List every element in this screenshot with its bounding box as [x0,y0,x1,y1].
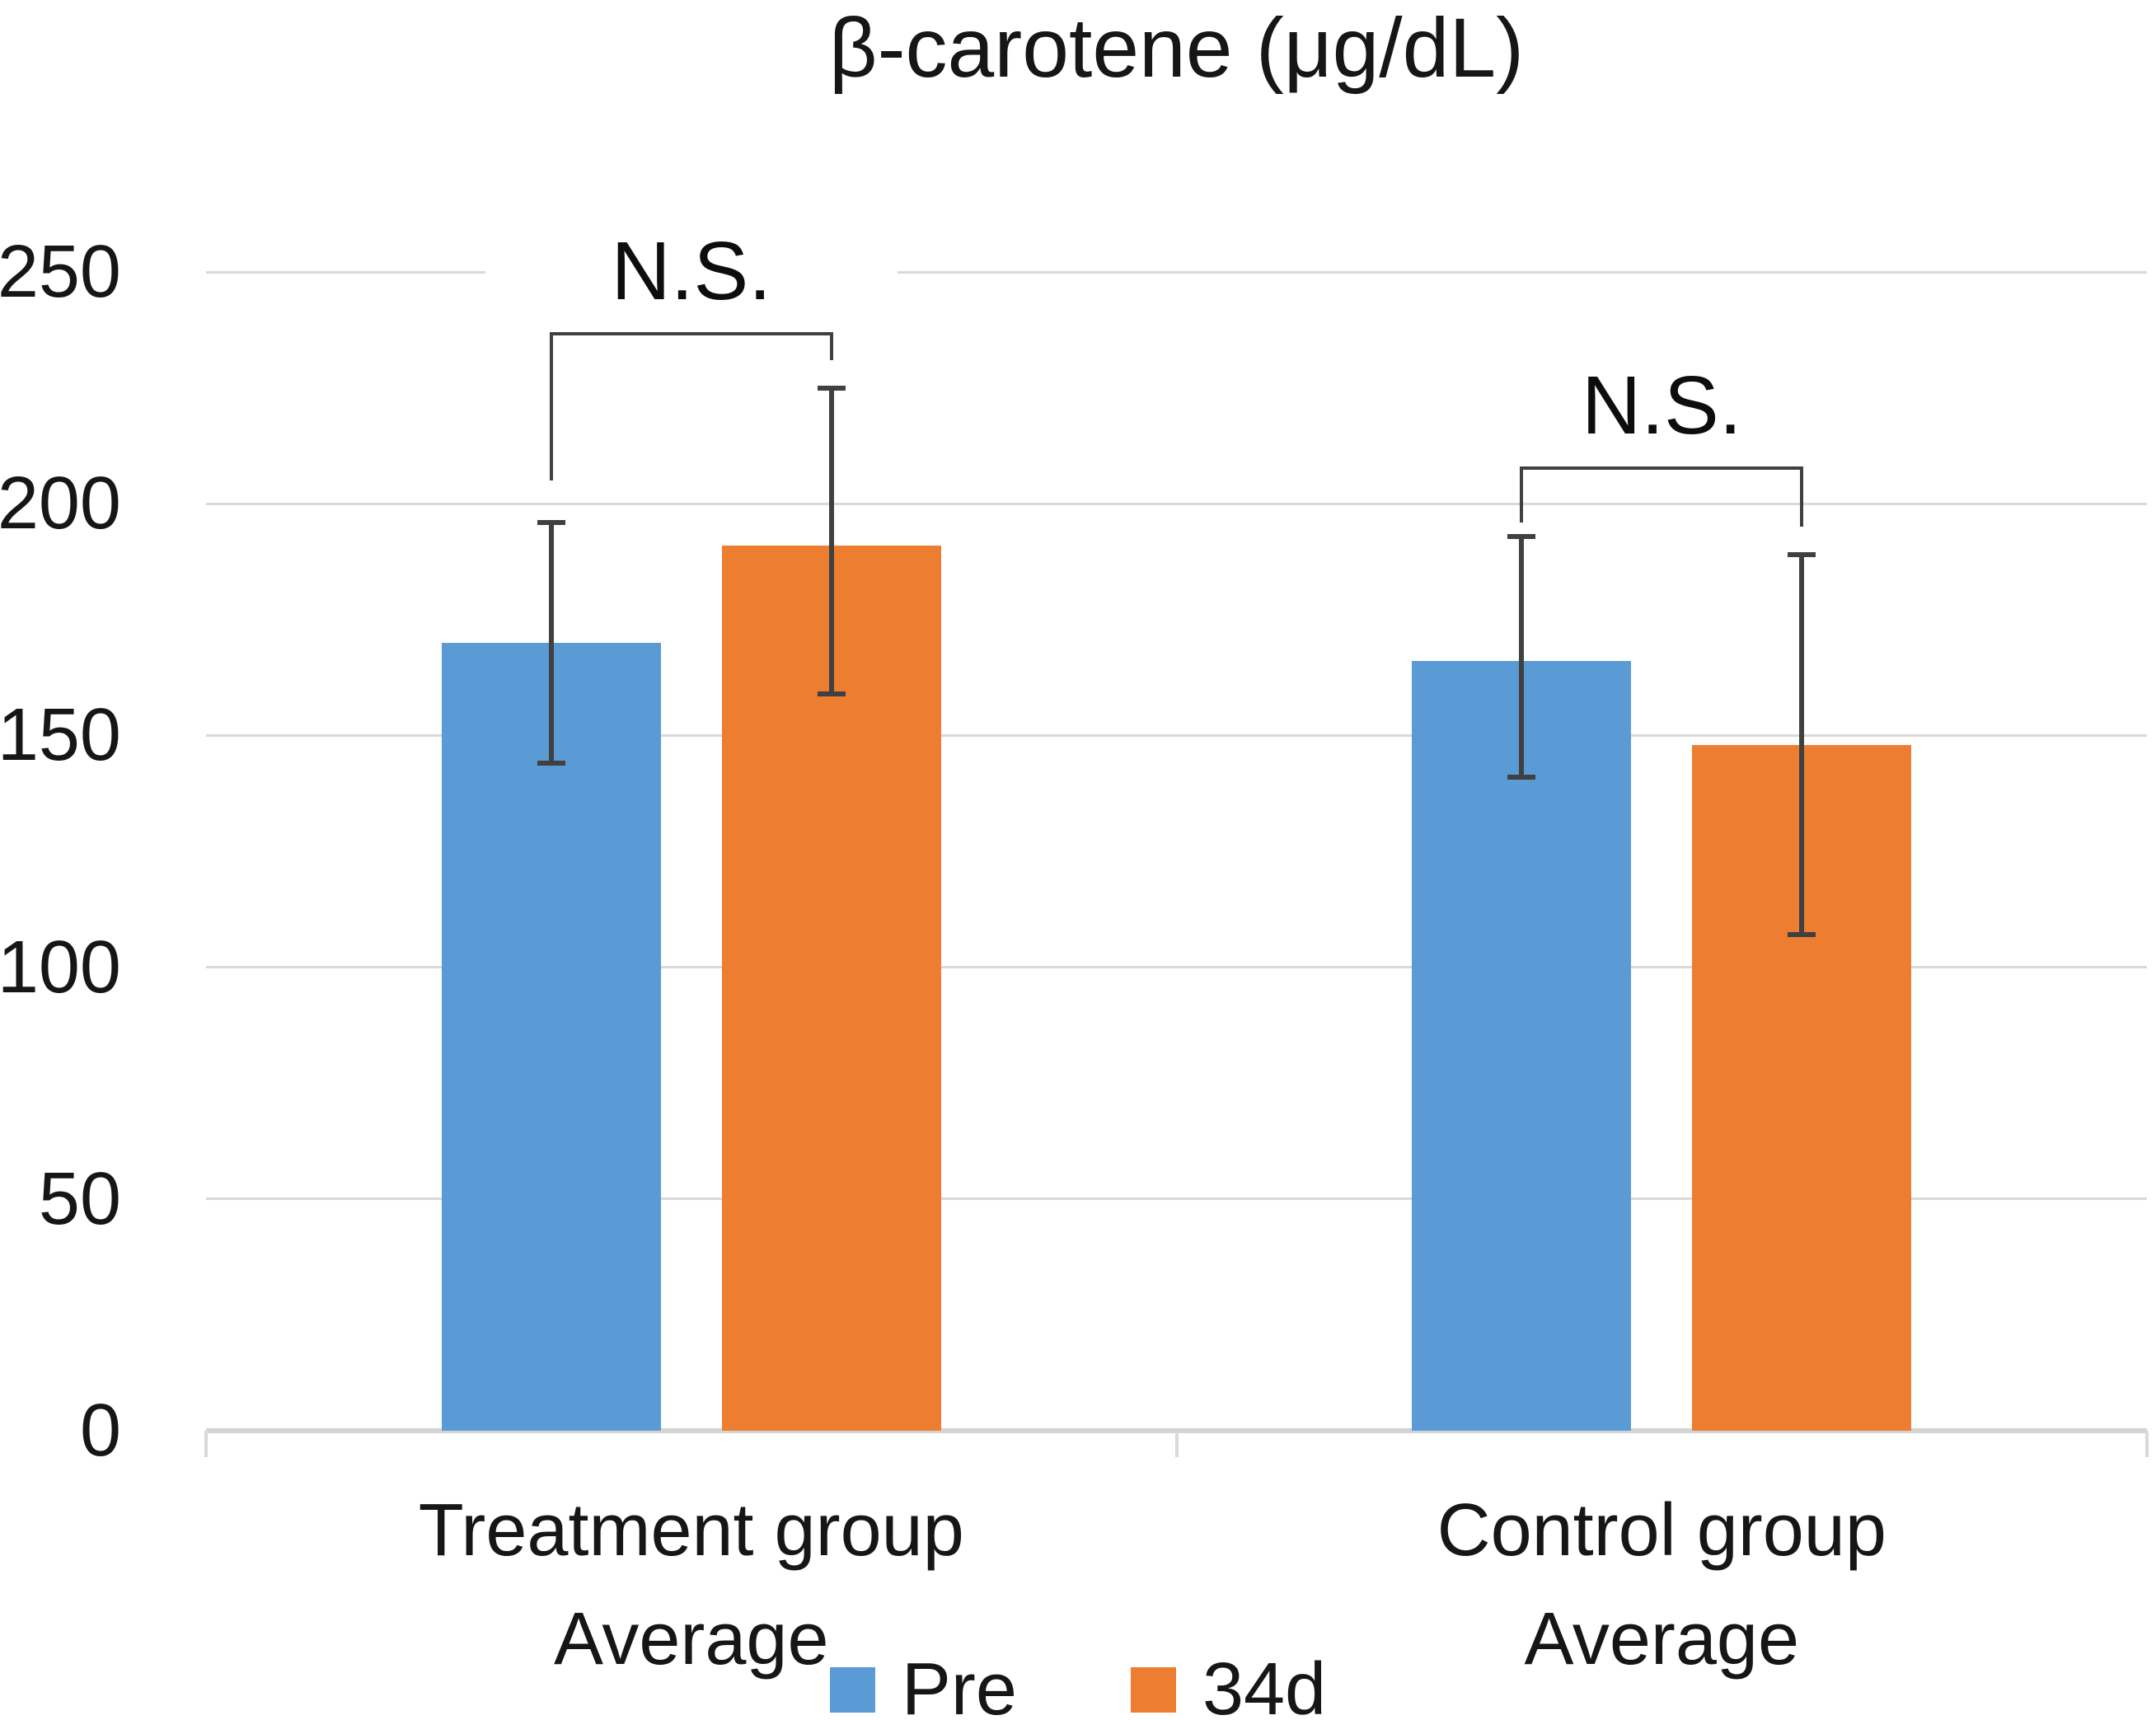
error-bar-pre-treatment-cap-top [537,519,565,525]
error-bar-34d-control-line [1799,555,1805,935]
y-tick-label-50: 50 [38,1157,121,1240]
gridline-150 [206,733,2147,737]
error-bar-34d-treatment-cap-bottom [817,691,846,696]
x-axis-label-control-line2: Average [1524,1598,1800,1680]
error-bar-pre-control-cap-bottom [1507,775,1536,780]
error-bar-34d-control-cap-bottom [1788,932,1816,938]
error-bar-pre-control-cap-top [1507,533,1536,539]
bar-pre-treatment [441,642,661,1431]
gridline-200 [206,502,2147,505]
y-tick-label-200: 200 [0,462,121,546]
error-bar-pre-treatment-line [548,522,554,764]
legend: Pre 34d [0,1650,2156,1720]
y-tick-label-100: 100 [0,926,121,1009]
x-axis-label-control: Control group Average [1249,1490,2074,1680]
x-axis-tick-0 [204,1431,208,1457]
legend-item-pre: Pre [829,1648,1017,1720]
chart-title: β-carotene (μg/dL) [828,1,1525,95]
ns-annotation-treatment: N.S. [485,228,898,315]
error-bar-34d-control-cap-top [1788,552,1816,558]
significance-bracket-control-right-leg [1800,466,1804,527]
x-axis-label-treatment: Treatment group Average [279,1490,1104,1680]
x-axis-tick-1 [1174,1431,1179,1457]
x-axis-label-treatment-line2: Average [553,1598,829,1680]
gridline-250 [206,270,2147,274]
significance-bracket-control-top [1520,466,1804,471]
y-tick-label-150: 150 [0,694,121,777]
x-axis-tick-2 [2145,1431,2149,1457]
legend-label-pre: Pre [901,1648,1017,1720]
error-bar-pre-control-line [1519,536,1525,777]
significance-bracket-treatment-right-leg [829,332,833,360]
error-bar-34d-treatment-line [828,387,834,694]
y-tick-label-0: 0 [79,1390,121,1472]
legend-item-34d: 34d [1130,1648,1327,1720]
x-axis-label-treatment-line1: Treatment group [418,1489,964,1572]
x-axis-label-control-line1: Control group [1437,1489,1886,1572]
legend-swatch-34d-icon [1130,1666,1176,1713]
gridline-50 [206,1197,2147,1201]
legend-swatch-pre-icon [829,1666,875,1713]
legend-label-34d: 34d [1202,1648,1327,1720]
significance-bracket-treatment-left-leg [549,332,553,481]
ns-annotation-control: N.S. [1455,363,1868,449]
error-bar-34d-treatment-cap-top [817,385,846,391]
y-tick-label-250: 250 [0,231,121,313]
significance-bracket-control-left-leg [1520,466,1524,523]
error-bar-pre-treatment-cap-bottom [537,761,565,766]
significance-bracket-treatment-top [549,332,833,336]
gridline-100 [206,966,2147,969]
bar-pre-control [1412,661,1632,1431]
